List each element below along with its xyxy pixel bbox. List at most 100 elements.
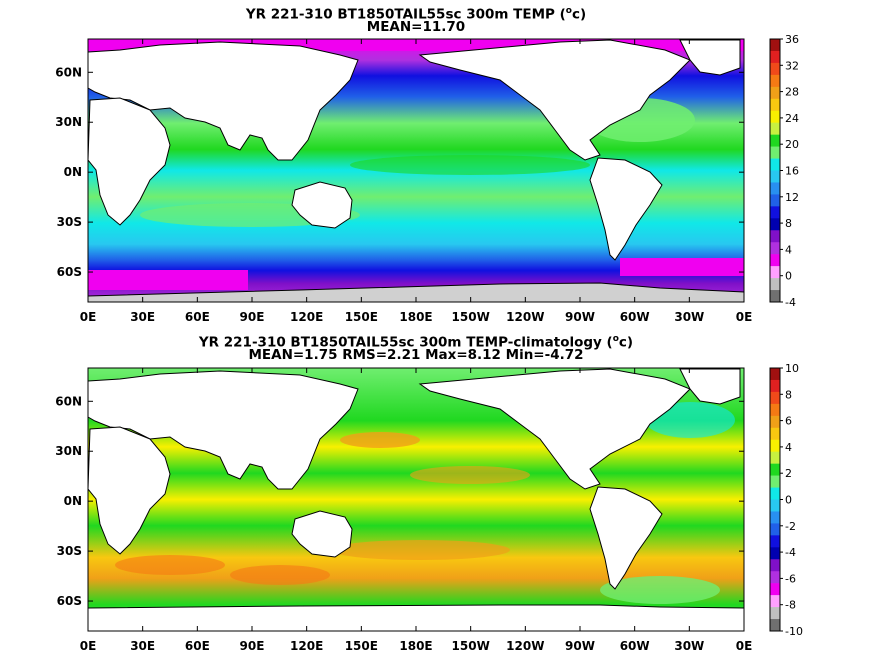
colorbar-label: 0 <box>785 270 792 283</box>
colorbar-segment <box>770 50 780 64</box>
colorbar-label: 4 <box>785 441 792 454</box>
colorbar-segment <box>770 170 780 183</box>
colorbar-label: -8 <box>785 599 796 612</box>
colorbar-segment <box>770 206 780 219</box>
y-tick-label: 30N <box>55 444 82 458</box>
colorbar-segment <box>770 218 780 231</box>
colorbar-segment <box>770 595 780 608</box>
colorbar-segment <box>770 475 780 488</box>
map-subtitle-1: MEAN=11.70 <box>366 19 466 35</box>
colorbar-label: -10 <box>785 625 803 638</box>
y-tick-label: 60N <box>55 394 82 408</box>
colorbar-label: 16 <box>785 165 799 178</box>
x-tick-label: 150W <box>452 639 490 653</box>
colorbar-segment <box>770 571 780 584</box>
colorbar-segment <box>770 499 780 512</box>
colorbar-segment <box>770 290 780 303</box>
y-tick-label: 60N <box>55 65 82 79</box>
colorbar-segment <box>770 39 780 52</box>
colorbar-segment <box>770 403 780 417</box>
colorbar-label: 8 <box>785 388 792 401</box>
x-tick-label: 90E <box>240 639 265 653</box>
x-tick-label: 30E <box>130 310 155 324</box>
colorbar-label: -2 <box>785 520 796 533</box>
x-tick-label: 180E <box>399 310 432 324</box>
colorbar-segment <box>770 182 780 195</box>
x-tick-label: 120E <box>290 310 323 324</box>
temp-map-panel <box>87 38 745 303</box>
x-tick-label: 60E <box>185 310 210 324</box>
colorbar-label: 2 <box>785 467 792 480</box>
x-tick-label: 120W <box>506 639 544 653</box>
x-tick-label: 120W <box>506 310 544 324</box>
y-tick-label: 60S <box>57 594 82 608</box>
colorbar-segment <box>770 583 780 596</box>
x-tick-label: 0E <box>80 310 97 324</box>
colorbar-segment <box>770 98 780 112</box>
colorbar-segment <box>770 451 780 464</box>
x-tick-label: 150W <box>452 310 490 324</box>
colorbar-segment <box>770 463 780 476</box>
x-tick-label: 30W <box>674 310 704 324</box>
colorbar-label: 32 <box>785 59 799 72</box>
colorbar-segment <box>770 146 780 159</box>
colorbar-label: 20 <box>785 138 799 151</box>
colorbar-segment <box>770 619 780 632</box>
x-tick-label: 60W <box>620 639 650 653</box>
colorbar-label: 28 <box>785 86 799 99</box>
colorbar-segment <box>770 110 780 123</box>
x-tick-label: 90E <box>240 310 265 324</box>
x-tick-label: 120E <box>290 639 323 653</box>
colorbar-segment <box>770 158 780 171</box>
colorbar-segment <box>770 415 780 429</box>
colorbar-label: 24 <box>785 112 799 125</box>
colorbar-segment <box>770 62 780 76</box>
y-tick-label: 30N <box>55 115 82 129</box>
colorbar-segment <box>770 535 780 548</box>
x-tick-label: 0E <box>736 310 753 324</box>
colorbar-label: 36 <box>785 33 799 46</box>
colorbar-label: 12 <box>785 191 799 204</box>
land-masses <box>87 368 745 632</box>
colorbar-label: 4 <box>785 243 792 256</box>
colorbar-segment <box>770 559 780 572</box>
colorbar-segment <box>770 122 780 135</box>
x-tick-label: 150E <box>345 310 378 324</box>
colorbar-label: 0 <box>785 494 792 507</box>
colorbar-segment <box>770 511 780 524</box>
colorbar-segment <box>770 379 780 393</box>
colorbar-label: 6 <box>785 415 792 428</box>
x-tick-label: 30E <box>130 639 155 653</box>
colorbar-segment <box>770 134 780 147</box>
x-tick-label: 0E <box>736 639 753 653</box>
colorbar-label: 8 <box>785 217 792 230</box>
colorbar-segment <box>770 547 780 560</box>
x-tick-label: 30W <box>674 639 704 653</box>
colorbar-segment <box>770 266 780 279</box>
y-tick-label: 60S <box>57 265 82 279</box>
colorbar-segment <box>770 86 780 100</box>
colorbar-label: 10 <box>785 362 799 375</box>
map-title-1: YR 221-310 BT1850TAIL55sc 300m TEMP (oc) <box>245 6 587 23</box>
x-tick-label: 0E <box>80 639 97 653</box>
x-tick-label: 150E <box>345 639 378 653</box>
colorbar-segment <box>770 607 780 620</box>
colorbar-segment <box>770 230 780 243</box>
y-tick-label: 30S <box>57 544 82 558</box>
x-tick-label: 180E <box>399 639 432 653</box>
y-tick-label: 30S <box>57 215 82 229</box>
y-tick-label: 0N <box>64 165 82 179</box>
map-title-2: YR 221-310 BT1850TAIL55sc 300m TEMP-clim… <box>198 334 634 351</box>
colorbar-segment <box>770 487 780 500</box>
colorbar-segment <box>770 439 780 452</box>
colorbar-segment <box>770 391 780 405</box>
colorbar-label: -4 <box>785 296 796 309</box>
colorbar-segment <box>770 368 780 381</box>
colorbar-segment <box>770 242 780 255</box>
colorbar-segment <box>770 194 780 207</box>
y-tick-label: 0N <box>64 494 82 508</box>
x-tick-label: 60E <box>185 639 210 653</box>
map-subtitle-2: MEAN=1.75 RMS=2.21 Max=8.12 Min=-4.72 <box>248 347 584 363</box>
